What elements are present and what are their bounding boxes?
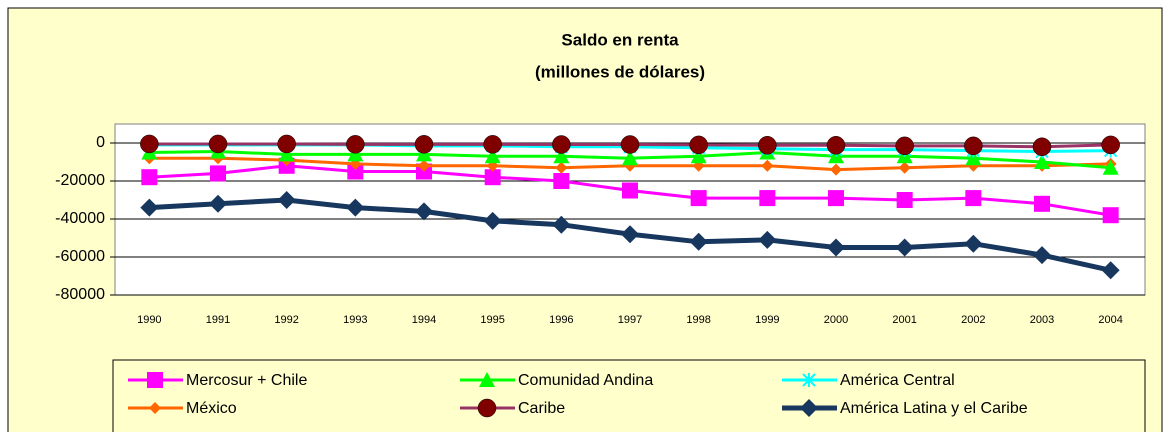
data-point xyxy=(483,135,502,154)
chart-subtitle: (millones de dólares) xyxy=(535,62,705,81)
data-point xyxy=(758,230,777,249)
data-point xyxy=(965,190,982,207)
data-point xyxy=(552,135,571,154)
data-point xyxy=(484,148,501,164)
data-point xyxy=(555,161,568,174)
data-point xyxy=(346,198,365,217)
data-point xyxy=(761,159,774,172)
data-point xyxy=(418,159,430,172)
data-point xyxy=(964,136,983,156)
data-point xyxy=(1101,135,1120,155)
x-tick-label: 1995 xyxy=(480,314,504,326)
x-tick-label: 2004 xyxy=(1098,314,1122,326)
data-point xyxy=(278,146,295,162)
data-point xyxy=(347,163,364,180)
data-point xyxy=(622,150,638,166)
data-point xyxy=(277,134,296,154)
data-point xyxy=(898,161,911,174)
legend-label: Caribe xyxy=(518,400,565,417)
data-point xyxy=(827,238,845,257)
legend-label: México xyxy=(186,400,237,417)
data-point xyxy=(140,198,159,217)
data-point xyxy=(895,136,914,156)
data-point xyxy=(1102,159,1119,175)
data-point xyxy=(620,135,640,154)
data-point xyxy=(553,148,570,164)
data-point xyxy=(140,134,159,154)
legend-marker xyxy=(479,372,495,387)
data-point xyxy=(830,163,842,176)
legend-marker xyxy=(149,402,161,414)
x-tick-label: 1992 xyxy=(274,314,298,326)
data-point xyxy=(346,135,365,154)
x-tick-label: 2000 xyxy=(824,314,848,326)
data-point xyxy=(414,135,434,154)
legend-label: América Central xyxy=(840,372,955,389)
legend-marker xyxy=(477,398,497,418)
y-tick-label: -40000 xyxy=(55,210,105,227)
legend-marker xyxy=(802,373,816,387)
x-tick-label: 1998 xyxy=(686,314,710,326)
data-point xyxy=(622,182,638,199)
data-point xyxy=(965,150,982,166)
chart-title: Saldo en renta xyxy=(561,30,679,49)
x-tick-label: 1999 xyxy=(755,314,779,326)
data-point xyxy=(347,146,364,162)
data-point xyxy=(552,215,571,234)
data-point xyxy=(1034,195,1050,212)
x-tick-label: 1994 xyxy=(412,314,436,326)
x-tick-label: 1991 xyxy=(206,314,230,326)
data-point xyxy=(689,135,708,155)
y-tick-label: -80000 xyxy=(55,286,105,303)
data-point xyxy=(210,165,226,182)
data-point xyxy=(964,234,983,253)
x-tick-label: 1996 xyxy=(549,314,573,326)
data-point xyxy=(141,169,158,186)
data-point xyxy=(1032,137,1052,157)
data-point xyxy=(896,192,913,208)
data-point xyxy=(1034,154,1050,169)
data-point xyxy=(1101,261,1120,280)
legend-label: Comunidad Andina xyxy=(518,372,653,389)
data-point xyxy=(828,190,844,207)
data-point xyxy=(1033,246,1051,265)
legend-box xyxy=(112,359,1146,432)
x-tick-label: 1990 xyxy=(137,314,161,326)
x-tick-label: 2003 xyxy=(1030,314,1054,326)
y-tick-label: -20000 xyxy=(55,172,105,189)
data-point xyxy=(689,232,708,251)
data-point xyxy=(484,169,501,186)
data-point xyxy=(690,190,707,207)
legend-label: América Latina y el Caribe xyxy=(840,400,1028,417)
data-point xyxy=(553,173,570,189)
data-point xyxy=(758,136,777,155)
x-tick-label: 2001 xyxy=(892,314,916,326)
data-point xyxy=(759,190,776,207)
data-point xyxy=(277,191,296,209)
data-point xyxy=(415,202,433,221)
data-point xyxy=(690,148,707,164)
x-tick-label: 2002 xyxy=(961,314,985,326)
data-point xyxy=(895,238,914,257)
data-point xyxy=(208,134,228,154)
y-tick-label: -60000 xyxy=(55,248,105,265)
data-point xyxy=(1102,207,1119,224)
legend-marker xyxy=(147,372,163,388)
data-point xyxy=(483,211,502,230)
legend-marker xyxy=(800,399,818,417)
x-tick-label: 1993 xyxy=(343,314,367,326)
data-point xyxy=(826,136,846,155)
legend-label: Mercosur + Chile xyxy=(186,372,307,389)
data-point xyxy=(209,194,227,213)
data-point xyxy=(621,225,639,244)
data-point xyxy=(416,146,432,162)
x-tick-label: 1997 xyxy=(618,314,642,326)
y-tick-label: 0 xyxy=(96,134,105,151)
